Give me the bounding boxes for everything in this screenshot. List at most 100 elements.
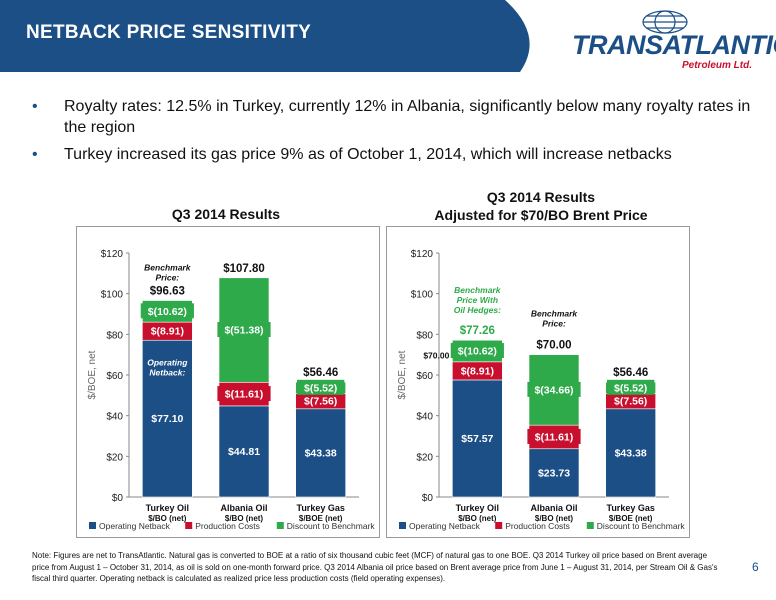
data-label-background	[146, 410, 189, 426]
logo-text: TRANSATLANTIC	[572, 30, 776, 60]
data-label-background	[609, 444, 652, 460]
y-axis-label: $/BOE, net	[397, 350, 408, 399]
legend-label: Discount to Benchmark	[287, 521, 376, 531]
y-tick-label: $100	[411, 290, 434, 301]
category-label: Turkey Gas	[606, 503, 654, 513]
legend-swatch	[586, 522, 594, 529]
data-label-background	[297, 393, 345, 409]
production-cost-label: $(8.91)	[461, 365, 494, 377]
data-label-background	[450, 343, 504, 359]
header-bar: NETBACK PRICE SENSITIVITY	[0, 0, 530, 72]
data-label-background	[143, 323, 191, 339]
bullet-text: Royalty rates: 12.5% in Turkey, currentl…	[64, 98, 751, 136]
footnote: Note: Figures are net to TransAtlantic. …	[32, 551, 718, 583]
data-label-background	[527, 381, 581, 397]
y-tick-label: $40	[416, 412, 433, 423]
benchmark-annotation: Benchmark	[531, 309, 579, 319]
chart-2-svg: $0 $20 $40 $60 $80 $100 $120 $/BOE, net $57.57 $(…	[397, 249, 686, 531]
page-title: NETBACK PRICE SENSITIVITY	[26, 22, 312, 43]
data-label-background	[453, 362, 501, 378]
data-label-background	[297, 379, 345, 395]
y-tick-label: $80	[416, 330, 433, 341]
category-label: Albania Oil	[220, 503, 267, 513]
category-label: Albania Oil	[530, 503, 577, 513]
y-tick-label: $20	[106, 452, 123, 463]
category-label: Turkey Oil	[456, 503, 499, 513]
category-unit-label: $/BO (net)	[535, 514, 574, 523]
chart-1-title: Q3 2014 Results	[171, 206, 281, 222]
chart-2: $0 $20 $40 $60 $80 $100 $120 $/BOE, net $57.57 $(…	[386, 226, 690, 538]
company-logo: TRANSATLANTIC Petroleum Ltd.	[572, 8, 776, 71]
netback-label: $44.81	[228, 446, 260, 458]
y-axis-label: $/BOE, net	[87, 350, 98, 399]
category-unit-label: $/BO (net)	[148, 514, 187, 523]
netback-label: $43.38	[305, 447, 337, 459]
y-tick-label: $100	[101, 290, 124, 301]
hedge-annotation: Oil Hedges:	[454, 305, 501, 315]
legend-label: Production Costs	[505, 521, 570, 531]
legend-swatch	[399, 522, 406, 529]
y-tick-label: $120	[411, 249, 434, 260]
data-label-background	[607, 379, 655, 395]
total-label: $56.46	[613, 367, 648, 379]
legend-swatch	[276, 522, 284, 529]
production-cost-label: $(7.56)	[614, 396, 647, 408]
bullet-icon: •	[32, 98, 38, 115]
benchmark-annotation: Price:	[156, 273, 180, 283]
production-cost-label: $(11.61)	[225, 389, 264, 401]
discount-label: $(5.52)	[614, 382, 647, 394]
legend-label: Production Costs	[195, 521, 260, 531]
discount-label: $(51.38)	[224, 325, 263, 337]
y-tick-label: $40	[106, 412, 123, 423]
hedge-annotation: Benchmark	[454, 285, 502, 295]
chart-2-title-block: Q3 2014 Results Adjusted for $70/BO Bren…	[386, 188, 696, 224]
category-label: Turkey Gas	[296, 503, 344, 513]
netback-label: $23.73	[538, 467, 570, 479]
bullet-item: • Royalty rates: 12.5% in Turkey, curren…	[32, 96, 752, 138]
header-curve	[505, 0, 560, 72]
legend-swatch	[185, 522, 193, 529]
logo-subtext: Petroleum Ltd.	[681, 60, 752, 71]
discount-label: $(10.62)	[148, 306, 187, 318]
total-label: $77.26	[460, 325, 495, 337]
discount-label: $(34.66)	[534, 384, 573, 396]
data-label-background	[223, 443, 265, 459]
discount-label: $(10.62)	[458, 346, 497, 358]
bullet-text: Turkey increased its gas price 9% as of …	[64, 146, 672, 163]
bullet-icon: •	[32, 146, 38, 163]
category-unit-label: $/BO (net)	[225, 514, 264, 523]
y-tick-label: $20	[416, 452, 433, 463]
production-cost-label: $(7.56)	[304, 396, 337, 408]
benchmark-annotation: Benchmark	[144, 263, 192, 273]
y-tick-label: $80	[106, 330, 123, 341]
benchmark-annotation: Price:	[542, 319, 566, 329]
data-label-background	[533, 464, 575, 480]
netback-annotation: Netback:	[149, 368, 185, 378]
total-label: $70.00	[536, 340, 571, 352]
data-label-background	[140, 303, 194, 319]
bullet-item: • Turkey increased its gas price 9% as o…	[32, 144, 752, 165]
total-label: $107.80	[223, 263, 265, 275]
chart-1: $0 $20 $40 $60 $80 $100 $120 $/BOE, net $77.10 $(…	[76, 226, 380, 538]
side-value-label: $70.00	[423, 351, 449, 361]
y-tick-label: $0	[422, 493, 434, 504]
y-tick-label: $60	[106, 371, 123, 382]
y-tick-label: $120	[101, 249, 124, 260]
data-label-background	[456, 430, 499, 446]
total-label: $96.63	[150, 286, 185, 298]
legend-label: Operating Netback	[409, 521, 481, 531]
production-cost-label: $(8.91)	[151, 326, 184, 338]
category-unit-label: $/BO (net)	[458, 514, 497, 523]
netback-label: $43.38	[615, 447, 647, 459]
data-label-background	[217, 386, 271, 402]
legend-swatch	[89, 522, 96, 529]
data-label-background	[217, 322, 271, 338]
bullet-list: • Royalty rates: 12.5% in Turkey, curren…	[32, 96, 752, 171]
chart-2-subtitle: Adjusted for $70/BO Brent Price	[434, 207, 648, 223]
page-number: 6	[752, 560, 759, 574]
legend-swatch	[495, 522, 503, 529]
data-label-background	[607, 393, 655, 409]
legend-label: Operating Netback	[99, 521, 171, 531]
legend-label: Discount to Benchmark	[597, 521, 686, 531]
y-tick-label: $60	[416, 371, 433, 382]
